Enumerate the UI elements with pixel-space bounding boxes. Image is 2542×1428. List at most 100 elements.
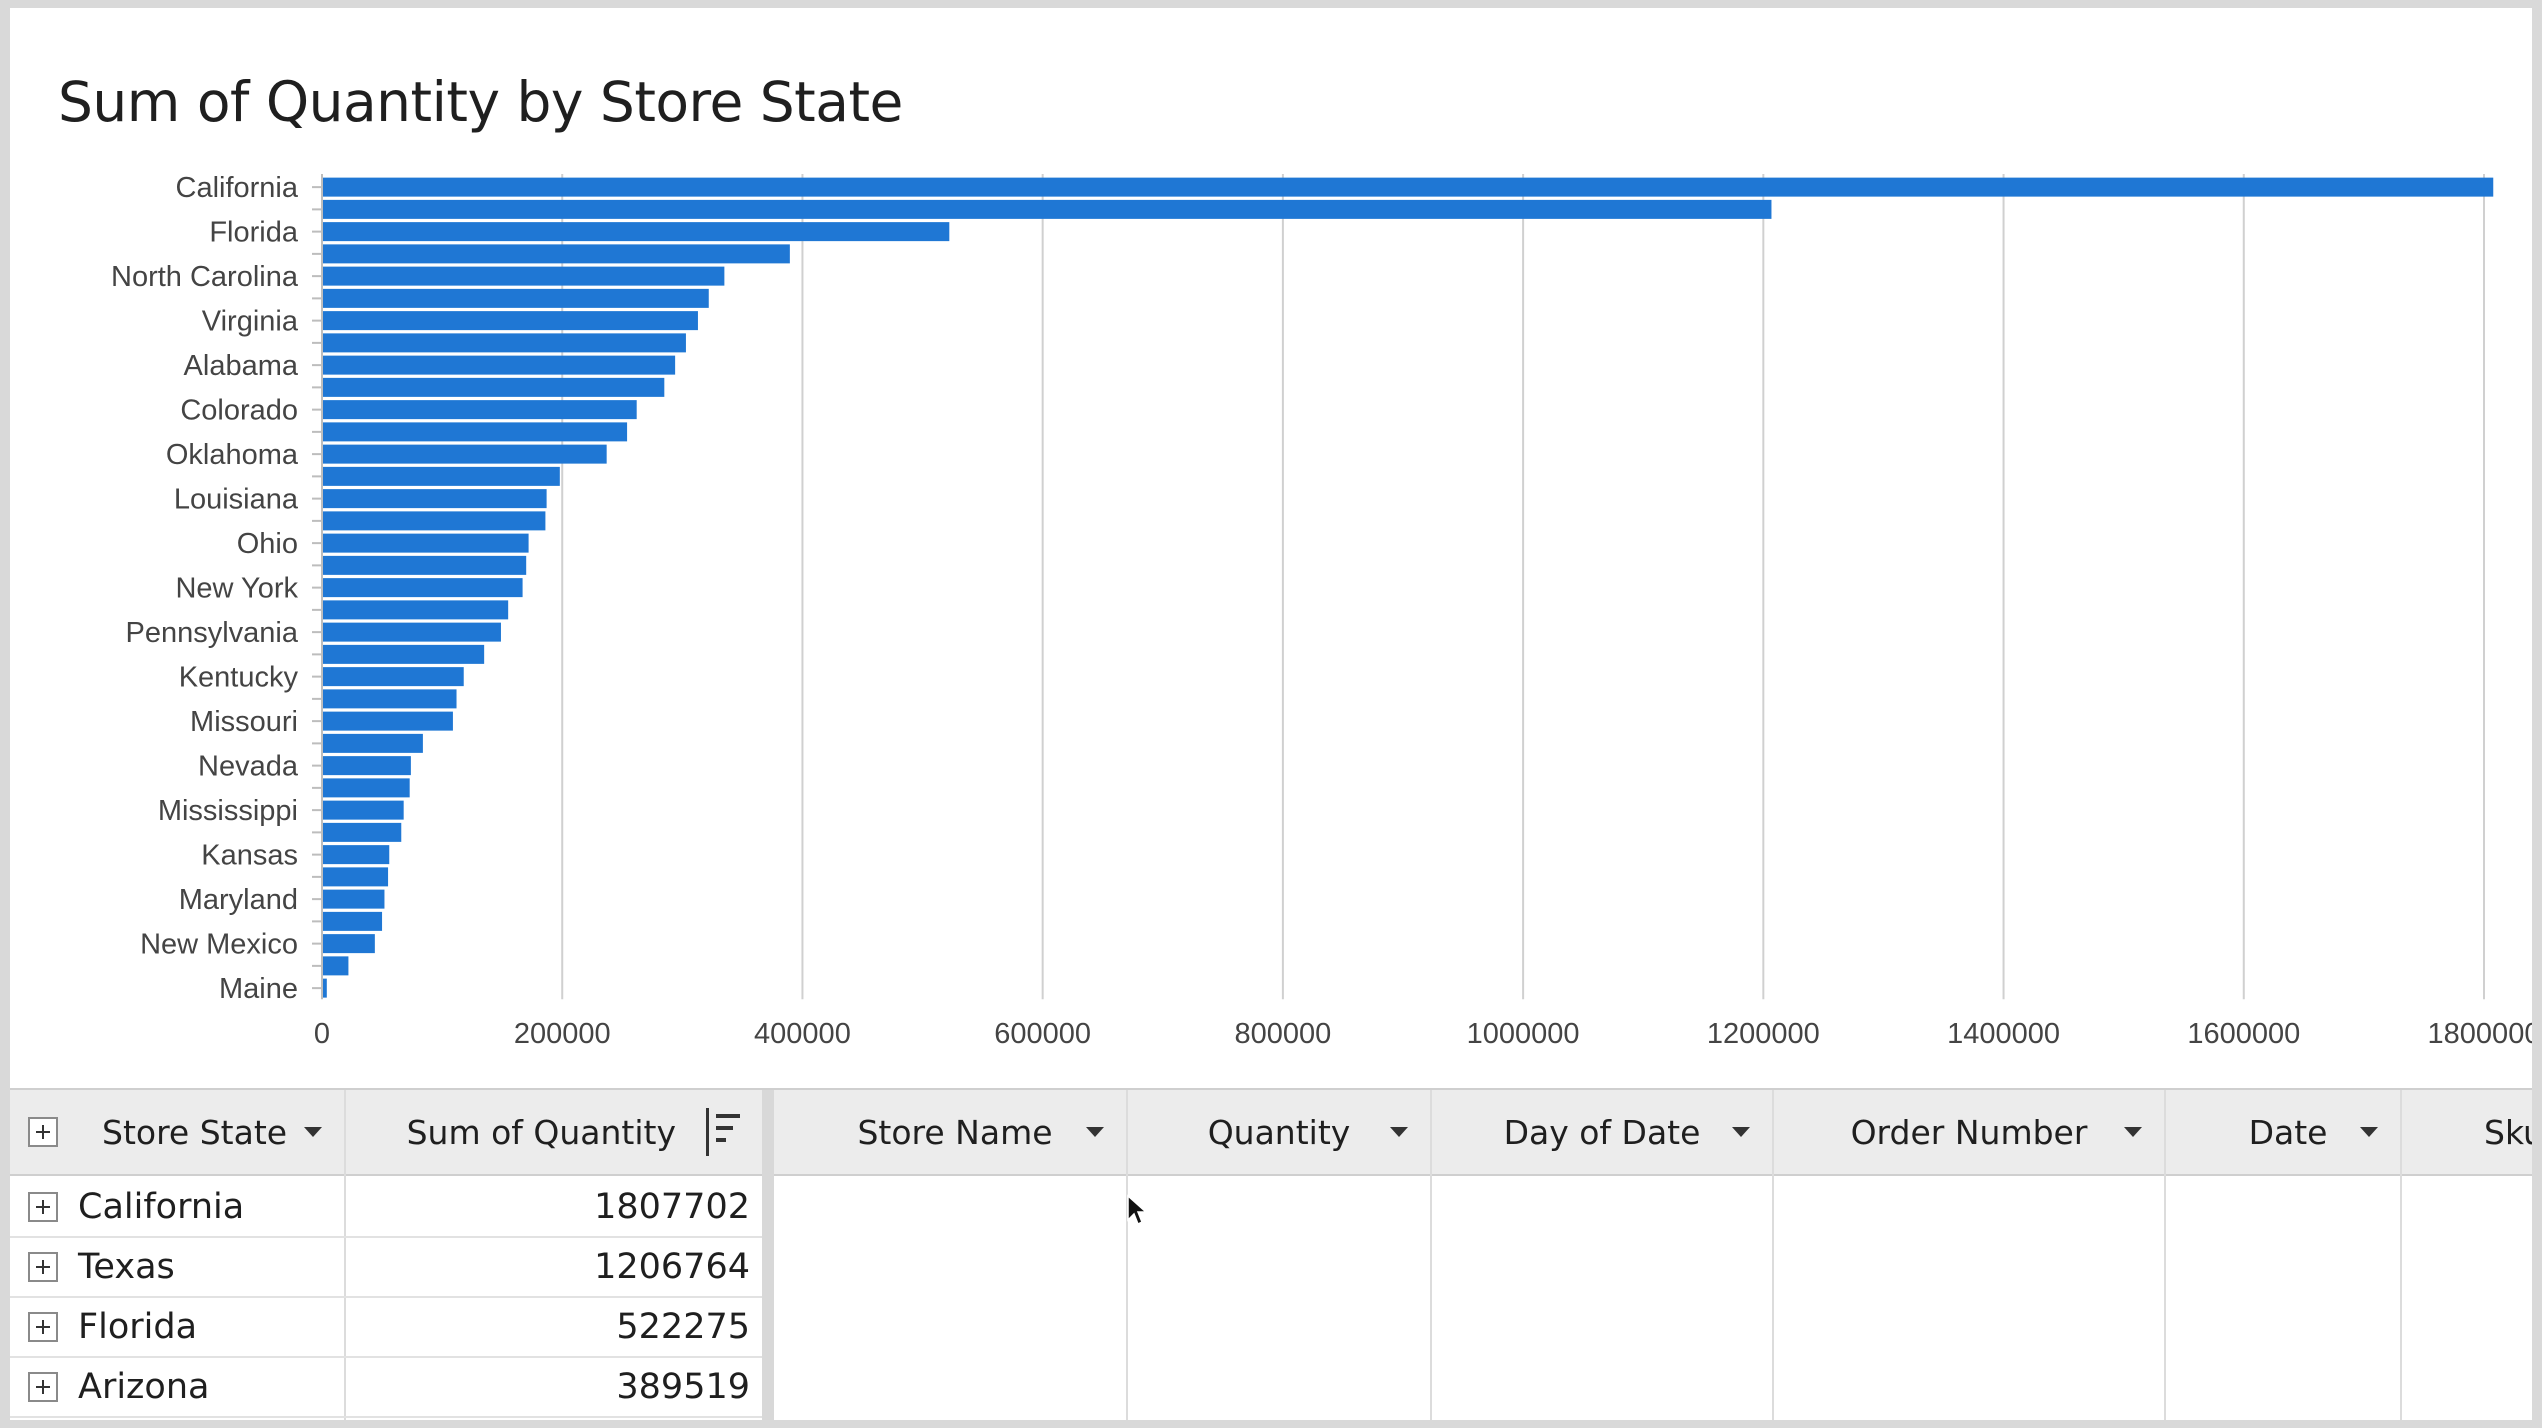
category-label: New Mexico — [140, 929, 298, 961]
column-divider — [1126, 1090, 1128, 1420]
chevron-down-icon[interactable] — [304, 1127, 322, 1137]
column-header-label: Store State — [102, 1112, 288, 1152]
column-header-sum-of-quantity[interactable]: Sum of Quantity — [346, 1090, 762, 1176]
bar — [322, 889, 385, 909]
column-header-label: Store Name — [857, 1112, 1053, 1152]
x-tick-label: 1200000 — [1707, 1018, 1820, 1050]
expand-row-icon[interactable] — [28, 1372, 58, 1402]
bar — [322, 244, 790, 264]
x-tick-label: 600000 — [994, 1018, 1091, 1050]
cell-store-state: Arizona — [78, 1367, 210, 1407]
bar — [322, 400, 637, 420]
cell-store-state: California — [78, 1187, 245, 1227]
workbook-frame: Sum of Quantity by Store State Californi… — [10, 8, 2532, 1420]
column-header-order-number[interactable]: Order Number — [1774, 1090, 2164, 1176]
category-label: Nevada — [198, 751, 299, 783]
bar — [322, 778, 410, 798]
bar — [322, 333, 686, 353]
column-header-label: Date — [2248, 1112, 2328, 1152]
bar — [322, 800, 404, 820]
bar — [322, 466, 560, 486]
column-divider — [1430, 1090, 1432, 1420]
expand-row-icon[interactable] — [28, 1252, 58, 1282]
x-tick-label: 1600000 — [2187, 1018, 2300, 1050]
column-header-store-state[interactable]: Store State — [10, 1090, 344, 1176]
pivot-split-divider[interactable] — [762, 1090, 774, 1420]
expand-all-icon[interactable] — [28, 1117, 58, 1147]
column-header-label: Quantity — [1207, 1112, 1351, 1152]
column-divider — [1772, 1090, 1774, 1420]
bar — [322, 644, 485, 664]
column-divider — [2164, 1090, 2166, 1420]
bar — [322, 177, 2494, 197]
bar — [322, 934, 375, 954]
sort-descending-icon[interactable] — [704, 1106, 744, 1158]
category-label: Maryland — [179, 884, 298, 916]
column-header-label: Sku — [2484, 1112, 2532, 1152]
bar — [322, 733, 423, 753]
x-tick-label: 400000 — [754, 1018, 851, 1050]
category-label: Colorado — [180, 395, 298, 427]
chevron-down-icon[interactable] — [1732, 1127, 1750, 1137]
bar — [322, 867, 389, 887]
cell-sum-of-quantity: 1206764 — [594, 1247, 750, 1287]
x-tick-label: 800000 — [1234, 1018, 1331, 1050]
category-label: Mississippi — [158, 795, 298, 827]
column-header-quantity[interactable]: Quantity — [1128, 1090, 1430, 1176]
table-row[interactable]: Texas 1206764 — [10, 1238, 762, 1298]
column-header-date[interactable]: Date — [2166, 1090, 2400, 1176]
category-label: Maine — [219, 973, 298, 1005]
bar — [322, 845, 390, 865]
bar — [322, 533, 529, 553]
bar — [322, 578, 523, 598]
category-label: Florida — [209, 217, 299, 249]
bar — [322, 667, 464, 687]
table-row[interactable]: California 1807702 — [10, 1178, 762, 1238]
x-tick-label: 1000000 — [1467, 1018, 1580, 1050]
column-header-label: Order Number — [1850, 1112, 2088, 1152]
x-tick-label: 1800000 — [2428, 1018, 2532, 1050]
category-label: Kentucky — [179, 662, 299, 694]
x-tick-label: 0 — [314, 1018, 330, 1050]
category-label: Oklahoma — [166, 439, 299, 471]
chevron-down-icon[interactable] — [1390, 1127, 1408, 1137]
bar — [322, 422, 628, 442]
category-label: North Carolina — [111, 261, 299, 293]
bar — [322, 978, 327, 998]
column-header-sku[interactable]: Sku — [2402, 1090, 2532, 1176]
column-divider — [2400, 1090, 2402, 1420]
bar — [322, 311, 698, 331]
chevron-down-icon[interactable] — [2360, 1127, 2378, 1137]
bar — [322, 822, 402, 842]
bar — [322, 266, 725, 286]
category-label: New York — [175, 573, 298, 605]
category-label: Missouri — [190, 706, 298, 738]
pivot-table: Store State Sum of Quantity Store Name Q… — [10, 1088, 2532, 1420]
chevron-down-icon[interactable] — [2124, 1127, 2142, 1137]
bar — [322, 222, 950, 242]
column-header-label: Day of Date — [1503, 1112, 1701, 1152]
category-label: Ohio — [237, 528, 298, 560]
expand-row-icon[interactable] — [28, 1192, 58, 1222]
table-row[interactable]: Florida 522275 — [10, 1298, 762, 1358]
column-header-store-name[interactable]: Store Name — [774, 1090, 1126, 1176]
bar — [322, 288, 709, 308]
mouse-cursor-icon — [1127, 1194, 1148, 1226]
cell-store-state: Texas — [78, 1247, 175, 1287]
bar — [322, 600, 509, 620]
bar — [322, 511, 546, 531]
expand-row-icon[interactable] — [28, 1312, 58, 1342]
category-label: Virginia — [202, 306, 299, 338]
cell-store-state: Florida — [78, 1307, 198, 1347]
chevron-down-icon[interactable] — [1086, 1127, 1104, 1137]
column-header-label: Sum of Quantity — [406, 1112, 676, 1152]
table-row[interactable]: Arizona 389519 — [10, 1358, 762, 1418]
bar — [322, 711, 453, 731]
column-header-day-of-date[interactable]: Day of Date — [1432, 1090, 1772, 1176]
cell-sum-of-quantity: 522275 — [616, 1307, 750, 1347]
bar — [322, 956, 349, 976]
category-label: Pennsylvania — [126, 617, 299, 649]
bar — [322, 355, 676, 375]
cell-sum-of-quantity: 389519 — [616, 1367, 750, 1407]
bar — [322, 689, 457, 709]
